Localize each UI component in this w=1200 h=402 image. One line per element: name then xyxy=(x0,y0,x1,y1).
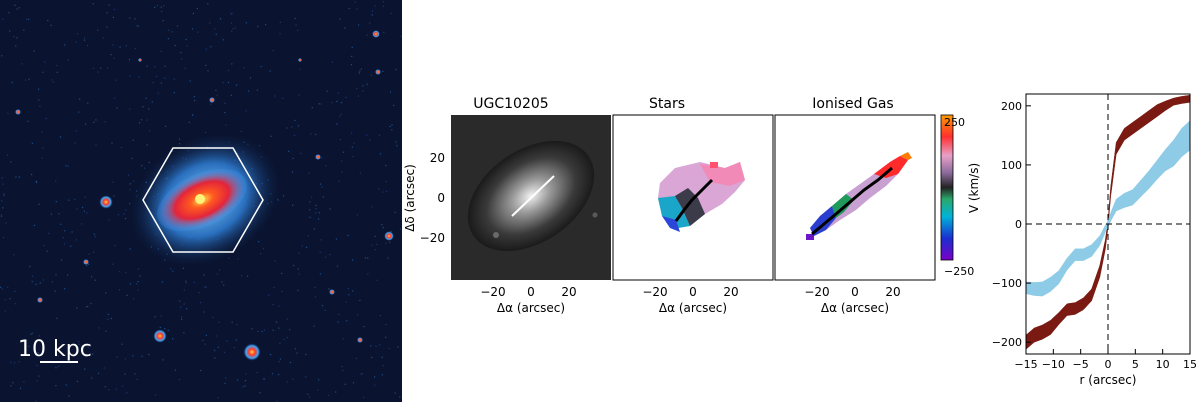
panel-title-ionised-gas: Ionised Gas xyxy=(812,96,893,112)
p3-xtick-neg: −20 xyxy=(804,285,829,299)
y-tick-label: 200 xyxy=(1001,100,1022,113)
x-tick-label: −5 xyxy=(1073,358,1089,371)
scalebar-label: 10 kpc xyxy=(18,337,92,362)
p2-xtick-neg: −20 xyxy=(642,285,667,299)
velocity-colorbar xyxy=(940,114,954,261)
p1-xtick-pos: 20 xyxy=(561,285,576,299)
x-tick-label: 10 xyxy=(1156,358,1170,371)
stars-ridge xyxy=(674,178,714,222)
field-star xyxy=(375,69,381,75)
p2-xtick-pos: 20 xyxy=(723,285,738,299)
stellar-velocity-panel xyxy=(612,114,774,281)
p3-xlabel: Δα (arcsec) xyxy=(821,301,889,315)
field-star xyxy=(315,154,321,160)
velocity-maps: UGC10205 Stars Ionised Gas 250 −250 V (k… xyxy=(403,96,981,315)
panel-title-stars: Stars xyxy=(649,96,685,112)
field-star xyxy=(243,343,261,361)
x-tick-label: −15 xyxy=(1014,358,1037,371)
field-star xyxy=(357,337,363,343)
maps-ytick-top: 20 xyxy=(430,151,445,165)
gas-ridge xyxy=(811,166,893,236)
x-axis-label: r (arcsec) xyxy=(1080,373,1137,387)
p1-xtick-zero: 0 xyxy=(527,285,535,299)
field-star xyxy=(384,231,394,241)
field-star xyxy=(298,58,302,62)
x-tick-label: 0 xyxy=(1105,358,1112,371)
y-tick-label: −200 xyxy=(992,336,1022,349)
x-tick-label: −10 xyxy=(1042,358,1065,371)
field-star xyxy=(329,289,335,295)
field-star xyxy=(153,329,167,343)
field-star xyxy=(372,30,380,38)
colorbar-max-label: 250 xyxy=(944,116,965,129)
p3-xtick-pos: 20 xyxy=(885,285,900,299)
colorbar-min-label: −250 xyxy=(944,265,974,278)
p3-xtick-zero: 0 xyxy=(851,285,859,299)
field-star xyxy=(83,259,89,265)
rotation-curve-chart: −15 −10 −5 0 5 10 15 200 100 0 −100 −200 r (arcsec) xyxy=(992,93,1197,387)
colorbar-label: V (km/s) xyxy=(967,163,981,213)
field-star xyxy=(37,297,43,303)
maps-ytick-bottom: −20 xyxy=(420,231,445,245)
galaxy-core xyxy=(195,194,205,204)
ifu-hexagon-footprint xyxy=(142,147,264,253)
field-star xyxy=(209,97,215,103)
field-star xyxy=(99,195,113,209)
p1-xlabel: Δα (arcsec) xyxy=(497,301,565,315)
gas-velocity-panel xyxy=(774,114,936,281)
p2-xtick-zero: 0 xyxy=(689,285,697,299)
p1-xtick-neg: −20 xyxy=(480,285,505,299)
field-star xyxy=(15,109,21,115)
panel-title-ugc10205: UGC10205 xyxy=(473,96,548,112)
field-stars xyxy=(15,30,394,361)
galaxy-image: 10 kpc xyxy=(0,0,402,402)
field-star xyxy=(138,58,142,62)
maps-ytick-mid: 0 xyxy=(437,191,445,205)
x-tick-label: 15 xyxy=(1183,358,1197,371)
sky-noise xyxy=(0,1,402,402)
x-tick-label: 5 xyxy=(1132,358,1139,371)
y-tick-label: 100 xyxy=(1001,159,1022,172)
slit-line xyxy=(511,175,555,217)
y-tick-label: −100 xyxy=(992,277,1022,290)
maps-ylabel: Δδ (arcsec) xyxy=(403,164,417,232)
p2-xlabel: Δα (arcsec) xyxy=(659,301,727,315)
maps-xticks: −20 0 20 −20 0 20 −20 0 20 xyxy=(480,285,900,299)
y-tick-label: 0 xyxy=(1015,218,1022,231)
optical-image-panel xyxy=(451,115,611,280)
